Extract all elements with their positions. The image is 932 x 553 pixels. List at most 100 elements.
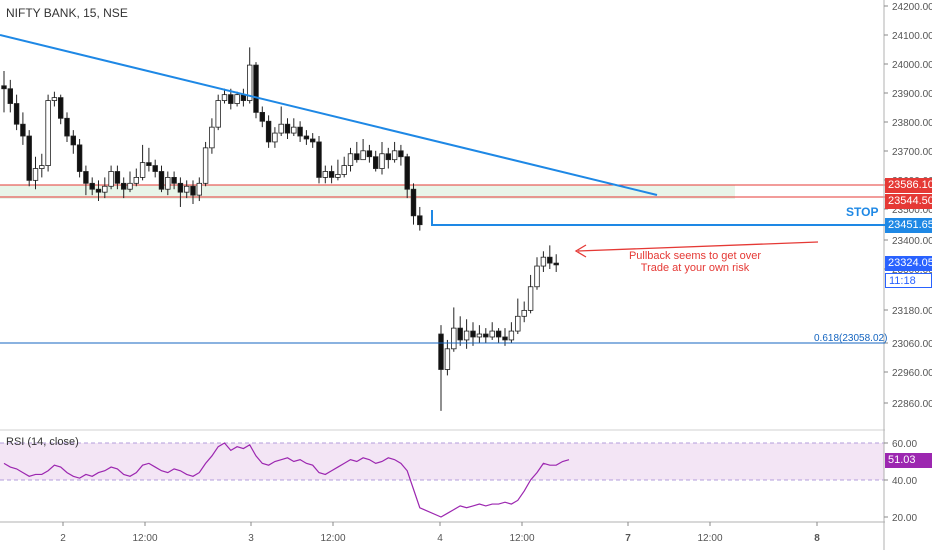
candle-body — [102, 185, 108, 193]
candle-body — [379, 153, 385, 169]
candle-body — [83, 171, 89, 184]
pullback-note: Pullback seems to get over Trade at your… — [600, 250, 790, 274]
candle — [489, 322, 495, 340]
time-tick-label: 3 — [248, 533, 254, 544]
candle-body — [64, 117, 70, 137]
candle — [527, 274, 534, 314]
time-tick-label: 12:00 — [320, 533, 345, 544]
candle — [309, 133, 316, 148]
candle-body — [114, 171, 121, 184]
candle-body — [234, 94, 240, 104]
candle-body — [553, 262, 559, 266]
candle — [146, 147, 152, 172]
candle-body — [444, 348, 451, 370]
candle — [508, 322, 515, 343]
tag-rsi-value: 51.03 — [885, 453, 932, 468]
candle-body — [347, 153, 354, 166]
candle — [259, 106, 265, 128]
candle-body — [354, 153, 360, 161]
candle — [385, 147, 391, 169]
time-tick-label: 12:00 — [132, 533, 157, 544]
candle-body — [209, 126, 215, 149]
candle-body — [20, 123, 26, 137]
time-tick-label: 7 — [625, 533, 631, 544]
candle — [438, 325, 444, 411]
arrow-head — [574, 244, 587, 258]
stop-line — [431, 210, 885, 226]
candle — [417, 206, 423, 231]
price-tick-label: 22960.00 — [892, 368, 932, 379]
candle — [253, 62, 259, 119]
candle-body — [309, 138, 316, 143]
candle — [291, 118, 297, 137]
candle-body — [70, 135, 76, 146]
candle — [127, 171, 133, 193]
candle-body — [451, 327, 457, 350]
candle-body — [7, 88, 13, 104]
candle-body — [108, 171, 114, 187]
candle-body — [489, 330, 495, 338]
candle — [108, 165, 114, 190]
tag-last-price: 23324.05 — [885, 256, 932, 271]
time-tick-label: 4 — [437, 533, 443, 544]
candle — [265, 115, 272, 148]
candle — [278, 106, 284, 137]
candle — [1, 71, 7, 113]
candle — [272, 127, 278, 148]
price-tick-label: 23500.00 — [892, 205, 932, 216]
candle — [341, 156, 347, 178]
candle — [152, 159, 158, 178]
candle-body — [253, 64, 259, 113]
tag-red-bottom: 23544.50 — [885, 194, 932, 209]
candle-body — [127, 182, 133, 190]
tag-stop-price: 23451.65 — [885, 218, 932, 233]
candle — [64, 112, 70, 142]
candle-body — [470, 330, 476, 338]
candle-body — [322, 171, 328, 178]
candle — [303, 130, 310, 145]
candle-body — [328, 171, 335, 178]
candle-body — [410, 188, 417, 217]
candle — [89, 177, 95, 196]
price-tick-label: 23180.00 — [892, 306, 932, 317]
candle — [32, 156, 39, 190]
candle-body — [1, 85, 7, 90]
candle-body — [527, 286, 534, 311]
arrow-line — [577, 241, 819, 252]
rsi-band — [0, 443, 884, 480]
candle — [347, 147, 354, 172]
note-line-1: Pullback seems to get over — [628, 250, 762, 262]
candle-body — [32, 168, 39, 181]
candle — [139, 144, 146, 181]
candle — [158, 165, 165, 193]
candle-body — [202, 147, 209, 184]
candle-body — [272, 132, 278, 143]
candle-body — [196, 182, 202, 196]
candle — [83, 165, 89, 196]
candle-body — [366, 150, 373, 158]
price-tick-label: 22860.00 — [892, 399, 932, 410]
candle-body — [190, 185, 196, 196]
candle — [45, 94, 51, 172]
candle — [297, 121, 303, 142]
candle — [391, 141, 398, 163]
candle — [322, 165, 328, 184]
candle-body — [521, 309, 527, 317]
candle-body — [183, 185, 190, 193]
candle — [196, 177, 202, 202]
candle — [372, 150, 379, 172]
candle — [534, 257, 540, 290]
candle-body — [177, 182, 184, 193]
candle — [284, 118, 291, 139]
trend-line — [0, 34, 658, 196]
symbol-title: NIFTY BANK, 15, NSE — [6, 6, 128, 20]
candle — [240, 88, 247, 107]
candle-body — [508, 330, 515, 341]
candle — [165, 171, 171, 196]
candle — [20, 112, 26, 145]
candle — [398, 144, 404, 166]
price-tick-label: 24000.00 — [892, 60, 932, 71]
stop-label: STOP — [846, 205, 879, 219]
